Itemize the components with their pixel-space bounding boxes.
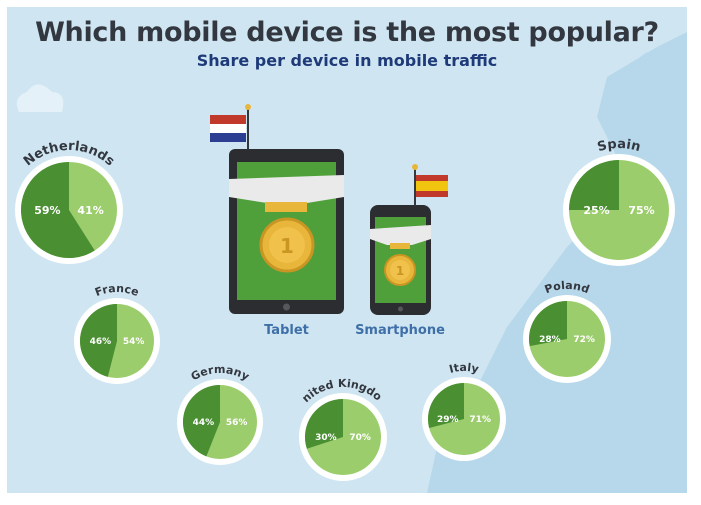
smartphone-label: Smartphone (355, 323, 445, 338)
pie-label-dark: 46% (90, 337, 112, 347)
pie-label-light: 71% (469, 415, 491, 425)
pie-slice-dark (569, 160, 619, 210)
page-subtitle: Share per device in mobile traffic (7, 51, 687, 70)
tablet-label: Tablet (249, 323, 324, 338)
pie-netherlands: 59% 41%Netherlands (15, 139, 123, 264)
pie-label-dark: 25% (583, 204, 609, 217)
pie-label-dark: 28% (539, 335, 561, 345)
pie-label-dark: 29% (437, 415, 459, 425)
tablet-device: 1 (210, 104, 344, 314)
pie-label-light: 70% (349, 433, 371, 443)
pie-label-dark: 44% (193, 418, 215, 428)
pie-label-light: 56% (226, 418, 248, 428)
svg-text:1: 1 (396, 264, 404, 278)
smartphone-device: 1 (370, 164, 448, 315)
svg-text:1: 1 (280, 234, 294, 258)
pie-label-light: 54% (123, 337, 145, 347)
pie-label-light: 72% (573, 335, 595, 345)
country-name: Italy (448, 361, 480, 376)
pie-germany: 44% 56%Germany (177, 363, 263, 465)
pie-label-light: 41% (77, 204, 103, 217)
pie-label-dark: 59% (34, 204, 60, 217)
country-name: France (93, 282, 141, 299)
page-title: Which mobile device is the most popular? (7, 17, 687, 48)
pie-label-light: 75% (628, 204, 654, 217)
pie-label-dark: 30% (315, 433, 337, 443)
pie-france: 46% 54% France (74, 282, 160, 384)
infographic-panel: 1 1 59% 41% Netherlands 46% 54% France 44% 56% G… (7, 7, 687, 493)
